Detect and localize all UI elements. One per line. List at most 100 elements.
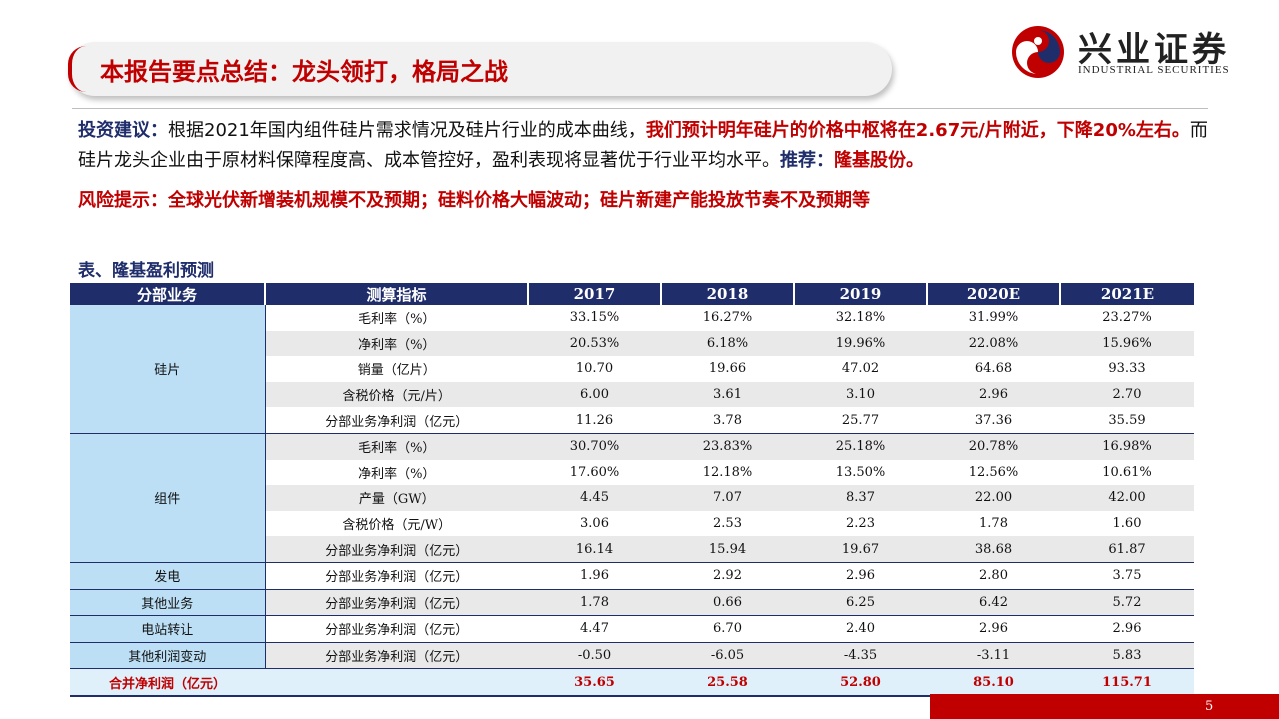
value-cell: 16.27% <box>702 310 753 326</box>
value-cell: 22.00 <box>927 485 1060 511</box>
column-header: 2020E <box>927 283 1061 305</box>
value-cell: 12.56% <box>968 464 1019 480</box>
value-cell: 2.92 <box>661 562 794 590</box>
metric-cell: 含税价格（元/W） <box>264 510 528 537</box>
metric-cell: 分部业务净利润（亿元） <box>264 589 528 617</box>
table-row: 净利率（%） 20.53% 6.18% 19.96% 22.08% 15.96% <box>70 330 1194 357</box>
value-cell: 17.60% <box>569 464 620 480</box>
value-cell: 30.70% <box>528 433 661 460</box>
value-cell: 13.50% <box>835 464 886 480</box>
total-value-cell: 115.71 <box>1060 668 1194 697</box>
metric-cell: 分部业务净利润（亿元） <box>264 615 528 643</box>
metric-cell: 含税价格（元/片） <box>264 381 528 408</box>
value-cell: 20.53% <box>528 330 661 357</box>
value-cell: 37.36 <box>927 407 1060 434</box>
value-cell: 2.96 <box>1060 615 1194 643</box>
value-cell: 15.96% <box>1060 330 1194 357</box>
column-header: 2017 <box>528 283 662 305</box>
value-cell: 42.00 <box>1060 485 1194 511</box>
logo-en-text: INDUSTRIAL SECURITIES <box>1078 64 1230 76</box>
segment-cell: 组件 <box>70 433 265 563</box>
value-cell: 3.61 <box>661 381 794 408</box>
value-cell: 10.61% <box>1102 464 1152 480</box>
table-row: 硅片 毛利率（%） 33.15% 16.27% 32.18% 31.99% 23.27% <box>70 305 1194 434</box>
summary-text-2: 而硅片龙头企业由于原材料保障程度高、成本管控好，盈利表现将显著优于行业平均水平。 <box>78 120 1208 171</box>
column-header: 2019 <box>794 283 928 305</box>
value-cell: 61.87 <box>1060 536 1194 563</box>
table-caption: 表、隆基盈利预测 <box>78 261 214 281</box>
investment-summary: 投资建议：根据2021年国内组件硅片需求情况及硅片行业的成本曲线，我们预计明年硅… <box>78 116 1208 176</box>
logo-swirl-icon <box>1012 26 1064 78</box>
value-cell: 19.66 <box>708 361 747 377</box>
value-cell: 2.96 <box>927 381 1060 408</box>
value-cell: 35.59 <box>1060 407 1194 434</box>
metric-cell: 毛利率（%） <box>264 433 528 460</box>
value-cell: 1.78 <box>979 516 1008 532</box>
summary-emphasis: 我们预计明年硅片的价格中枢将在2.67元/片附近，下降20%左右。 <box>645 120 1190 141</box>
metric-cell: 毛利率（%） <box>264 305 528 331</box>
page-number: 5 <box>1205 699 1214 714</box>
value-cell: 23.27% <box>1102 310 1152 326</box>
value-cell: 12.18% <box>702 464 753 480</box>
segment-cell: 电站转让 <box>70 615 265 643</box>
metric-cell: 分部业务净利润（亿元） <box>264 407 528 434</box>
value-cell: 11.26 <box>528 407 661 434</box>
metric-cell: 产量（GW） <box>264 485 528 511</box>
value-cell: 19.67 <box>794 536 927 563</box>
value-cell: 6.42 <box>927 589 1060 617</box>
value-cell: 19.96% <box>794 330 927 357</box>
value-cell: 2.96 <box>927 615 1060 643</box>
table-header-row: 分部业务 测算指标 2017 2018 2019 2020E 2021E <box>70 283 1194 305</box>
total-blank-cell <box>265 668 528 697</box>
segment-cell: 发电 <box>70 562 265 590</box>
recommend-label: 推荐： <box>780 150 834 171</box>
value-cell: 64.68 <box>974 361 1013 377</box>
value-cell: 31.99% <box>968 310 1019 326</box>
value-cell: 20.78% <box>927 433 1060 460</box>
value-cell: 6.70 <box>661 615 794 643</box>
value-cell: 1.96 <box>528 562 661 590</box>
value-cell: -3.11 <box>927 642 1060 670</box>
value-cell: -6.05 <box>661 642 794 670</box>
value-cell: 3.78 <box>661 407 794 434</box>
table-row: 分部业务净利润（亿元） 16.14 15.94 19.67 38.68 61.87 <box>70 536 1194 563</box>
value-cell: 3.06 <box>580 516 609 532</box>
table-row: 其他利润变动 分部业务净利润（亿元） -0.50 -6.05 -4.35 -3.11 5.8… <box>70 642 1194 670</box>
value-cell: 25.18% <box>794 433 927 460</box>
table-row: 净利率（%） 17.60% 12.18% 13.50% 12.56% 10.61% <box>70 459 1194 486</box>
value-cell: 16.98% <box>1060 433 1194 460</box>
metric-cell: 销量（亿片） <box>264 356 528 382</box>
value-cell: 2.23 <box>846 516 875 532</box>
header-divider <box>72 108 1208 109</box>
value-cell: 7.07 <box>661 485 794 511</box>
value-cell: 3.75 <box>1060 562 1194 590</box>
summary-label: 投资建议： <box>78 120 168 141</box>
risk-warning: 风险提示：全球光伏新增装机规模不及预期；硅料价格大幅波动；硅片新建产能投放节奏不… <box>78 190 870 211</box>
value-cell: 47.02 <box>841 361 880 377</box>
total-value-cell: 85.10 <box>927 668 1060 697</box>
page-title: 本报告要点总结：龙头领打，格局之战 <box>100 58 508 86</box>
value-cell: 8.37 <box>794 485 927 511</box>
total-value-cell: 52.80 <box>794 668 927 697</box>
value-cell: 38.68 <box>927 536 1060 563</box>
value-cell: 1.78 <box>528 589 661 617</box>
value-cell: 16.14 <box>528 536 661 563</box>
value-cell: 6.00 <box>528 381 661 408</box>
value-cell: 25.77 <box>794 407 927 434</box>
table-row: 分部业务净利润（亿元） 11.26 3.78 25.77 37.36 35.59 <box>70 407 1194 434</box>
total-label: 合并净利润（亿元） <box>70 668 265 697</box>
segment-cell: 其他利润变动 <box>70 642 265 670</box>
segment-cell: 其他业务 <box>70 589 265 617</box>
metric-cell: 分部业务净利润（亿元） <box>264 536 528 563</box>
recommend-stock: 隆基股份。 <box>834 150 924 171</box>
column-header: 2018 <box>661 283 795 305</box>
value-cell: 4.45 <box>528 485 661 511</box>
metric-cell: 净利率（%） <box>264 330 528 357</box>
value-cell: -0.50 <box>528 642 661 670</box>
value-cell: 6.25 <box>794 589 927 617</box>
value-cell: 2.96 <box>794 562 927 590</box>
segment-cell: 硅片 <box>70 305 265 434</box>
forecast-table: 分部业务 测算指标 2017 2018 2019 2020E 2021E 硅片 毛利率（%） 3… <box>70 283 1194 697</box>
metric-cell: 分部业务净利润（亿元） <box>264 642 528 670</box>
value-cell: 23.83% <box>661 433 794 460</box>
